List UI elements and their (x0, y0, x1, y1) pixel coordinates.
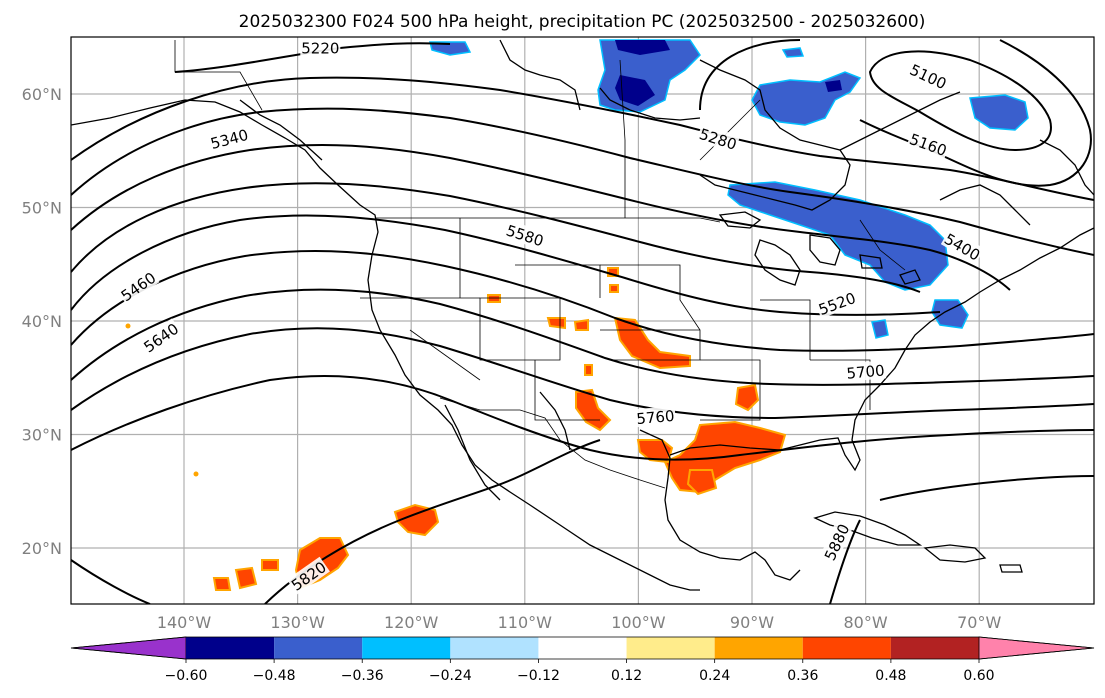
contour-label-text: 5760 (636, 407, 676, 428)
lon-tick-label: 90°W (730, 613, 774, 632)
contour-5280 (71, 76, 1094, 201)
colorbar-tick-label: 0.12 (611, 668, 642, 684)
contour-5520 (71, 214, 941, 316)
neg-core-hudson (615, 40, 670, 106)
colorbar-segment (802, 637, 891, 659)
neg-core-quebec (825, 80, 842, 92)
contour-5760 (71, 375, 1094, 461)
lat-tick-label: 50°N (22, 199, 62, 218)
colorbar-tick-label: −0.60 (165, 668, 208, 684)
lon-tick-label: 130°W (270, 613, 325, 632)
coastlines (71, 39, 1094, 591)
map-frame (70, 36, 1095, 605)
colorbar-segment (626, 637, 715, 659)
colorbar-tick-label: 0.24 (699, 668, 730, 684)
figure-title: 2025032300 F024 500 hPa height, precipit… (239, 12, 926, 32)
colorbar-tick-label: 0.36 (787, 668, 818, 684)
contour-label: 5700 (844, 360, 887, 383)
lon-tick-label: 140°W (157, 613, 212, 632)
pos-area-pac2 (393, 503, 440, 537)
neg-area-greenland (429, 41, 472, 56)
contour-label: 5760 (634, 405, 677, 428)
colorbar-tick-label: −0.36 (341, 668, 384, 684)
colorbar-tick-labels: −0.60 −0.48 −0.36 −0.24 −0.12 0.12 0.24 0.36 0.4… (165, 659, 995, 684)
lat-tick-label: 60°N (22, 85, 62, 104)
pos-area-ut (546, 317, 589, 331)
neg-area-labrador (969, 94, 1029, 131)
contour-label-text: 5700 (846, 361, 886, 382)
contour-5700 (71, 327, 1094, 420)
longitude-tick-labels: 140°W 130°W 120°W 110°W 100°W 90°W 80°W 70°W (157, 613, 1002, 632)
pos-area-mx (686, 469, 718, 496)
contour-5460 (71, 182, 921, 293)
colorbar-segment (362, 637, 451, 659)
lat-tick-label: 40°N (22, 312, 62, 331)
colorbar-segment (890, 637, 979, 659)
colorbar-segment (186, 637, 275, 659)
contour-5400 (71, 143, 1011, 291)
lon-tick-label: 70°W (957, 613, 1001, 632)
colorbar-tick-label: −0.48 (253, 668, 296, 684)
lat-tick-label: 30°N (22, 426, 62, 445)
colorbar-tick-label: −0.24 (429, 668, 472, 684)
precip-dot (125, 323, 131, 329)
colorbar-segment (714, 637, 803, 659)
pos-area-nm (575, 388, 612, 432)
pos-area-pac3 (212, 559, 279, 591)
pos-area-co (487, 294, 593, 376)
lon-tick-label: 100°W (611, 613, 666, 632)
contour-5880 (71, 519, 861, 604)
colorbar-segment (450, 637, 539, 659)
colorbar-tick-label: 0.48 (875, 668, 906, 684)
lon-tick-label: 80°W (844, 613, 888, 632)
colorbar-arrow-low (70, 636, 187, 660)
colorbar: −0.60 −0.48 −0.36 −0.24 −0.12 0.12 0.24 0.36 0.4… (70, 636, 1095, 684)
colorbar-tick-label: 0.60 (963, 668, 994, 684)
colorbar-arrow-high (978, 636, 1095, 660)
precip-dot (193, 471, 199, 477)
contour-label-text: 5220 (301, 40, 339, 58)
contour-label: 5220 (300, 38, 341, 58)
political-borders (174, 40, 906, 489)
contour-5100 (868, 50, 1052, 152)
lon-tick-label: 110°W (498, 613, 553, 632)
neg-area-misc1 (781, 47, 805, 58)
colorbar-segment (538, 637, 627, 659)
colorbar-segment (274, 637, 363, 659)
contour-5340 (71, 107, 1094, 256)
neg-area-va (871, 319, 889, 339)
lon-tick-label: 120°W (384, 613, 439, 632)
latitude-tick-labels: 60°N 50°N 40°N 30°N 20°N (22, 85, 62, 558)
colorbar-tick-label: −0.12 (517, 668, 560, 684)
contour-5640 (71, 288, 1094, 386)
contour-5580 (71, 250, 1094, 352)
lat-tick-label: 20°N (22, 539, 62, 558)
pos-area-ar (734, 383, 760, 412)
